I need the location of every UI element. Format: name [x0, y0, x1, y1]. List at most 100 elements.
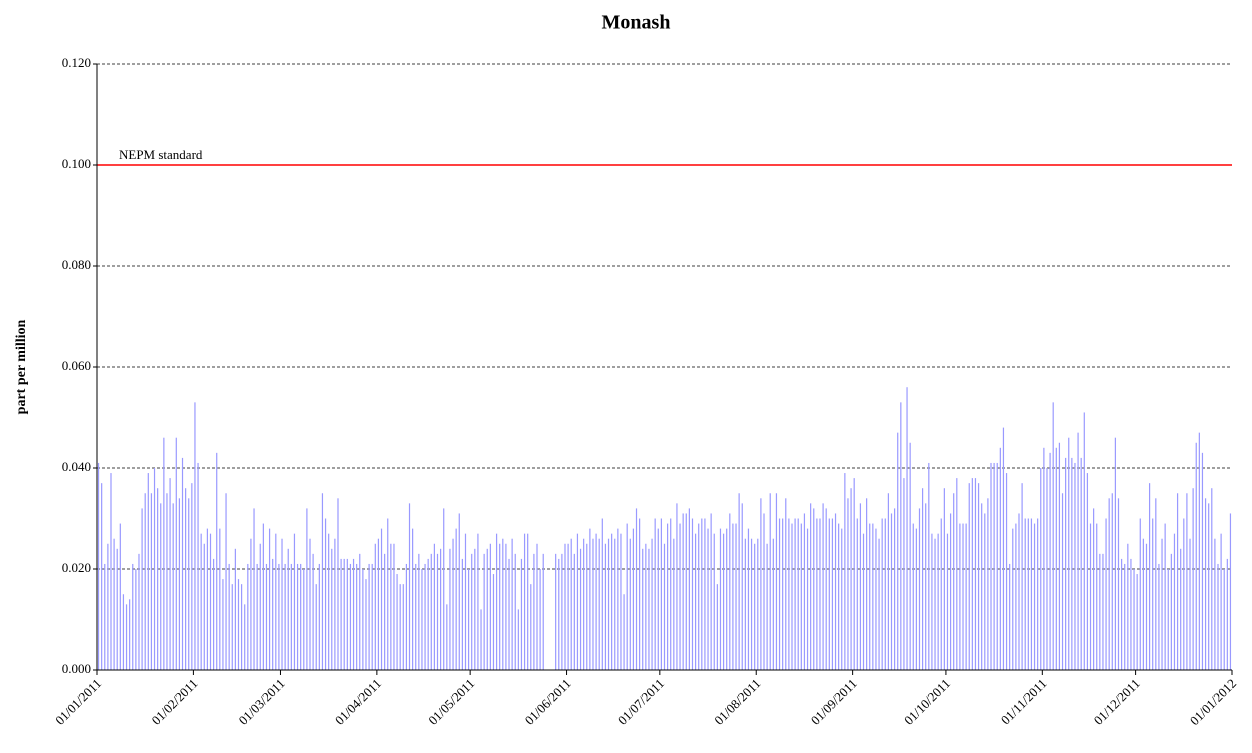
bar — [788, 518, 790, 670]
bar — [915, 528, 917, 670]
bar — [365, 579, 367, 670]
bar — [1176, 493, 1179, 670]
y-tick-label: 0.100 — [62, 156, 91, 171]
bar — [887, 493, 889, 670]
bar — [517, 609, 519, 670]
bar — [766, 543, 768, 670]
bar — [906, 387, 908, 670]
bar — [352, 558, 355, 670]
bar — [449, 548, 451, 670]
bar — [635, 508, 638, 670]
bar — [427, 558, 429, 670]
bar — [268, 528, 271, 670]
bar — [1099, 553, 1101, 670]
bar — [393, 543, 395, 670]
bar — [349, 563, 352, 670]
bar — [1012, 528, 1014, 670]
bar — [1027, 518, 1029, 670]
bar — [841, 528, 843, 670]
bar — [455, 528, 457, 670]
bar — [614, 538, 616, 670]
bar — [520, 558, 523, 670]
bar — [570, 538, 572, 670]
bar — [897, 432, 899, 670]
bar — [604, 543, 607, 670]
bar — [987, 498, 989, 670]
bar — [234, 548, 236, 670]
bar — [505, 543, 507, 670]
x-tick-label: 01/10/2011 — [901, 676, 953, 728]
bar — [150, 493, 153, 670]
bar — [1133, 569, 1135, 670]
bar — [583, 538, 585, 670]
bar — [331, 548, 333, 670]
bar — [844, 473, 846, 670]
bar — [831, 518, 834, 670]
bar — [530, 584, 532, 670]
x-tick-label: 01/09/2011 — [808, 676, 860, 728]
bar — [374, 543, 376, 670]
bar — [598, 538, 600, 670]
bar — [862, 533, 865, 670]
x-tick-label: 01/01/2011 — [52, 676, 104, 728]
bar — [240, 584, 243, 670]
bar — [107, 543, 109, 670]
bar — [321, 493, 324, 670]
bar — [209, 533, 212, 670]
bar — [685, 513, 687, 670]
bar — [1024, 518, 1026, 670]
bar — [256, 563, 258, 670]
bar — [586, 543, 588, 670]
bar — [122, 594, 125, 670]
x-tick-label: 01/08/2011 — [711, 676, 763, 728]
bar — [296, 563, 299, 670]
bar — [119, 523, 121, 670]
bar — [1186, 493, 1188, 670]
x-tick-label: 01/06/2011 — [522, 676, 574, 728]
bar — [1229, 513, 1232, 670]
bar — [872, 523, 874, 670]
y-tick-label: 0.060 — [62, 358, 91, 373]
bar — [729, 513, 731, 670]
bar — [754, 543, 756, 670]
bar — [806, 528, 809, 670]
bar — [1033, 523, 1036, 670]
x-tick-label: 01/12/2011 — [1091, 676, 1143, 728]
bar — [611, 533, 613, 670]
bar — [163, 437, 165, 670]
bar — [579, 548, 582, 670]
bar — [1152, 518, 1154, 670]
bar — [1074, 462, 1076, 670]
bar — [492, 574, 495, 670]
bar — [803, 513, 806, 670]
bar — [648, 548, 650, 670]
bar — [1201, 452, 1204, 670]
bar — [1117, 498, 1120, 670]
bar — [380, 528, 383, 670]
x-tick-label: 01/01/2012 — [1187, 676, 1239, 728]
bar — [1130, 558, 1132, 670]
bar — [402, 584, 404, 670]
x-tick-label: 01/11/2011 — [998, 676, 1050, 728]
bar — [259, 543, 261, 670]
bar — [719, 528, 722, 670]
bar — [894, 508, 896, 670]
bar — [1046, 468, 1048, 670]
bar — [856, 518, 858, 670]
bar — [1055, 447, 1057, 670]
bar — [651, 538, 653, 670]
bar — [710, 513, 712, 670]
bar — [691, 518, 694, 670]
bar — [542, 553, 544, 670]
bar — [1158, 563, 1160, 670]
bar — [278, 563, 280, 670]
bar — [750, 538, 753, 670]
x-tick-label: 01/05/2011 — [425, 676, 477, 728]
bar — [1009, 563, 1011, 670]
bar — [188, 498, 190, 670]
bar — [1195, 442, 1197, 670]
bar — [900, 402, 902, 670]
bar — [138, 553, 140, 670]
bar — [306, 508, 308, 670]
bar — [250, 538, 252, 670]
